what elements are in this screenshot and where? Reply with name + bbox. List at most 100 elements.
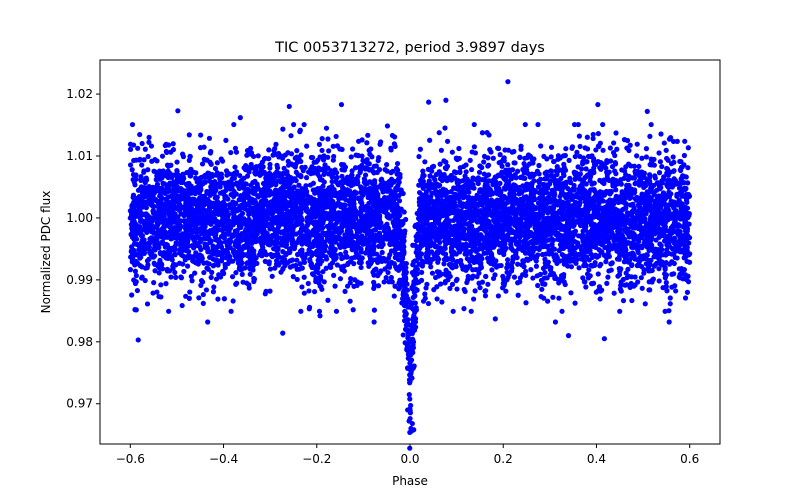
data-point (522, 121, 528, 128)
data-point (571, 121, 578, 128)
data-point (329, 260, 336, 266)
data-point (563, 223, 569, 229)
data-point (668, 191, 674, 197)
data-point (138, 174, 144, 180)
data-point (487, 240, 493, 246)
data-point (610, 150, 617, 156)
data-point (586, 267, 592, 273)
data-point (270, 246, 277, 252)
data-point (434, 296, 440, 302)
data-point (595, 131, 601, 137)
data-point (530, 241, 536, 247)
data-point (399, 255, 406, 262)
data-point (532, 206, 539, 212)
data-point (671, 260, 677, 267)
data-point (396, 198, 403, 204)
data-point (134, 287, 140, 294)
data-point (313, 235, 320, 241)
data-point (600, 198, 606, 204)
data-point (462, 251, 468, 257)
data-point (158, 294, 164, 300)
data-point (260, 245, 266, 251)
data-point (201, 260, 207, 266)
data-point (319, 136, 325, 142)
data-point (636, 163, 642, 170)
data-point (436, 169, 442, 175)
data-point (452, 185, 458, 191)
data-point (301, 259, 308, 265)
data-point (555, 184, 561, 190)
data-point (301, 290, 307, 296)
data-point (639, 245, 645, 251)
data-point (282, 206, 289, 212)
data-point (677, 223, 683, 229)
data-point (577, 143, 583, 150)
data-point (547, 181, 553, 187)
data-point (166, 308, 172, 314)
data-point (296, 182, 302, 188)
data-point (628, 280, 634, 287)
data-point (580, 275, 586, 281)
data-point (302, 164, 308, 170)
data-point (204, 196, 210, 202)
data-point (605, 224, 611, 230)
data-point (127, 146, 134, 152)
data-point (239, 271, 245, 277)
data-point (343, 249, 349, 255)
data-point (324, 236, 331, 242)
data-point (367, 261, 374, 267)
data-point (474, 274, 480, 280)
data-point (361, 176, 367, 182)
data-point (612, 168, 618, 174)
data-point (232, 145, 239, 151)
data-point (268, 251, 274, 258)
data-point (416, 182, 422, 188)
data-point (163, 281, 169, 287)
data-point (554, 164, 560, 170)
data-point (255, 193, 261, 199)
data-point (616, 256, 622, 262)
data-point (337, 276, 344, 282)
data-point (272, 171, 278, 177)
data-point (435, 256, 442, 262)
data-point (601, 180, 607, 187)
data-point (383, 275, 389, 281)
data-point (461, 163, 467, 170)
data-point (548, 172, 554, 179)
data-point (294, 148, 300, 154)
data-point (338, 193, 345, 199)
data-point (604, 174, 610, 181)
data-point (523, 268, 529, 274)
data-point (347, 298, 353, 304)
data-point (419, 263, 426, 269)
data-point (599, 249, 605, 255)
data-point (164, 162, 171, 168)
data-point (371, 243, 377, 249)
data-point (186, 225, 193, 231)
data-point (546, 237, 552, 243)
data-point (218, 244, 225, 250)
data-point (135, 145, 141, 151)
data-point (205, 266, 211, 272)
data-point (437, 161, 443, 167)
data-point (350, 307, 356, 313)
data-point (566, 207, 572, 213)
data-point (477, 187, 483, 193)
data-point (361, 158, 368, 164)
data-point (238, 178, 244, 185)
data-point (191, 223, 197, 229)
data-point (591, 180, 597, 186)
data-point (198, 132, 204, 138)
data-point (643, 146, 650, 152)
data-point (330, 209, 337, 215)
data-point (281, 165, 287, 171)
data-point (342, 288, 348, 294)
data-point (246, 189, 252, 195)
data-point (414, 287, 420, 293)
data-point (311, 289, 318, 295)
data-point (358, 189, 364, 196)
data-point (517, 154, 523, 160)
data-point (486, 178, 492, 184)
data-point (540, 265, 547, 271)
data-point (274, 162, 280, 168)
